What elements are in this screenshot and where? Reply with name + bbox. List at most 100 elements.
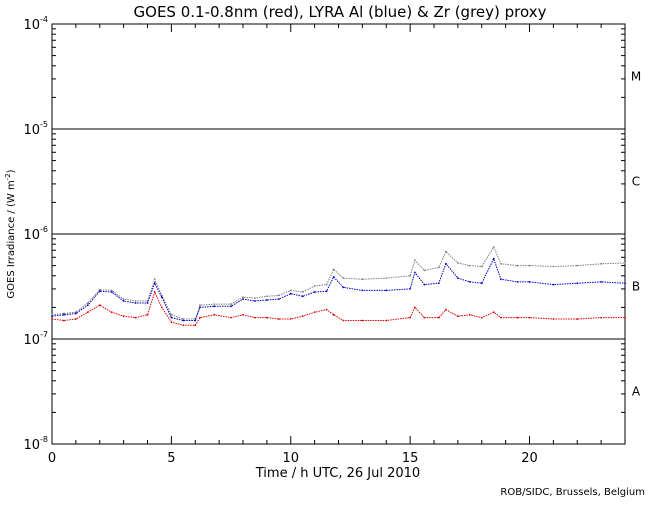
series-point [576,264,579,267]
series-point [213,313,216,316]
y-tick-exponent: -4 [40,15,48,24]
series-line [51,246,626,320]
series-point [600,281,602,283]
series-point [313,285,316,287]
series-point [242,296,244,299]
series-point [423,269,426,272]
series-point [63,313,65,316]
series-point [230,316,233,319]
series-point [414,271,416,274]
series-point [122,315,125,318]
series-point [552,283,555,286]
series-point [409,274,411,277]
series-point [600,262,602,265]
y-tick-label: 10-4 [23,15,48,33]
series-point [528,264,531,267]
series-point [213,303,216,305]
y-axis-label-close: ) [6,169,17,173]
series-point [516,264,519,267]
series-point [624,262,626,264]
series-point [98,290,101,293]
y-tick-base: 10 [23,18,40,33]
series-point [457,262,459,264]
series-point [51,315,53,318]
series-point [445,308,447,311]
series-point [409,316,411,319]
flare-class-lines [52,128,625,340]
x-axis-ticks: 0 5 10 15 20 [48,24,626,466]
series-point [75,318,77,320]
series-point [277,318,280,320]
series-point [230,305,233,308]
series-point [325,290,328,293]
series-point [51,318,53,320]
series-point [242,313,244,316]
series-point [414,306,416,309]
series-point [122,300,125,302]
series-point [516,316,519,319]
series-point [342,286,345,289]
series-point [199,306,201,309]
series-point [277,298,280,300]
series-point [194,319,197,322]
series-point [134,316,137,319]
flare-class-label: A [632,385,641,399]
series-point [277,294,280,297]
series-point [624,316,626,319]
series-point [492,246,495,249]
series-point [160,306,163,309]
series-point [500,262,502,265]
series-point [445,250,447,253]
series-point [134,300,137,302]
series-point [332,313,335,316]
y-tick-label: 10-5 [23,120,48,138]
series-point [492,311,495,314]
series-point [266,316,268,319]
series-point [63,319,65,322]
series-point [576,282,579,285]
y-tick-base: 10 [23,123,40,138]
series-point [313,311,316,314]
series-point [385,319,388,322]
series-point [576,318,579,320]
series-point [457,315,459,318]
y-tick-label: 10-8 [23,435,48,453]
series-point [600,316,602,319]
series-point [153,291,156,293]
series-point [385,277,388,279]
series-point [266,299,268,301]
series-point [332,276,335,278]
series-point [457,277,459,279]
series-point [194,324,197,327]
y-tick-base: 10 [23,438,40,453]
series-point [182,319,185,322]
series-point [75,311,77,314]
series-point [468,281,471,283]
y-tick-exponent: -6 [40,225,48,234]
series-point [199,316,201,319]
series-point [301,295,304,298]
series-point [385,289,388,292]
series-point [153,278,156,281]
flare-class-label: C [632,175,640,189]
x-tick-label: 15 [402,451,419,466]
series-point [423,283,426,286]
series-point [170,316,173,319]
y-tick-exponent: -8 [40,435,48,444]
series-point [86,311,89,314]
x-tick-label: 0 [48,451,56,466]
series-point [325,308,328,311]
series-point [468,264,471,267]
series-point [75,312,77,315]
series-point [445,262,447,265]
series-point [423,316,426,319]
series-point [98,288,101,291]
series-point [313,291,316,293]
series-point [361,319,364,322]
flare-class-label: M [631,70,641,84]
y-axis-label: GOES Irradiance / (W m-2) [4,169,17,298]
series-point [51,313,53,316]
series-line [51,290,625,326]
series-point [492,257,495,260]
series-point [230,303,233,305]
